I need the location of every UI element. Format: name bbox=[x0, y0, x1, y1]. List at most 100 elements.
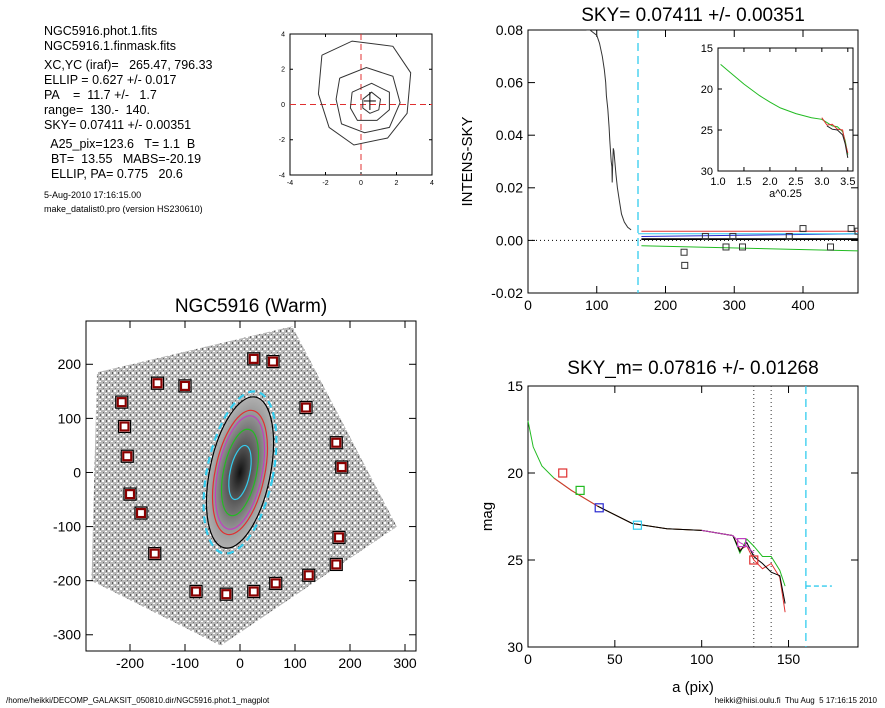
x-tick-label: 0 bbox=[524, 651, 532, 667]
x-tick-label: 1.5 bbox=[736, 176, 751, 188]
image-frame bbox=[85, 320, 417, 652]
x-tick-label: 100 bbox=[283, 655, 307, 671]
mask-square-inner bbox=[248, 586, 259, 597]
mag-marker-magenta bbox=[737, 537, 747, 548]
mask-square-inner bbox=[248, 353, 259, 364]
x-tick-label: 0 bbox=[524, 297, 532, 313]
contour-line bbox=[362, 91, 382, 114]
mask-square-inner bbox=[179, 380, 191, 392]
x-tick-label: 150 bbox=[777, 651, 801, 667]
x-tick-label: 1.0 bbox=[710, 176, 725, 188]
sky-axes: 0 100 200 300 400 -0.02 0.00 0.02 0.04 0.06 0.08 bbox=[491, 22, 859, 313]
x-tick-label: 0 bbox=[236, 655, 244, 671]
mag-data bbox=[527, 386, 832, 647]
x-tick-label: 0 bbox=[359, 180, 363, 187]
sky-title: SKY= 0.07411 +/- 0.00351 bbox=[581, 5, 805, 26]
mag-marker-green bbox=[575, 485, 585, 495]
contour-line bbox=[349, 82, 390, 121]
x-tick-label: 2.0 bbox=[762, 176, 777, 188]
sky-point bbox=[701, 232, 709, 240]
y-tick-label: 0.04 bbox=[496, 127, 523, 143]
x-tick-label: -2 bbox=[322, 180, 328, 187]
info-panel: NGC5916.phot.1.fits NGC5916.1.finmask.fit… bbox=[44, 24, 213, 216]
sky-point bbox=[854, 227, 858, 235]
field-notch bbox=[339, 553, 416, 651]
y-tick-label: 20 bbox=[701, 84, 713, 96]
sky-point bbox=[785, 232, 793, 240]
sky-inset-frame bbox=[717, 47, 854, 172]
mask-square-inner bbox=[270, 578, 281, 589]
sky-series-green bbox=[641, 245, 858, 252]
mag-xlabel: a (pix) bbox=[672, 679, 714, 696]
x-tick-label: -4 bbox=[287, 180, 293, 187]
sky-point bbox=[722, 243, 730, 251]
info-line: BT= 13.55 MABS=-20.19 bbox=[44, 152, 202, 166]
x-tick-label: -100 bbox=[171, 655, 199, 671]
galaxy-body bbox=[206, 396, 274, 549]
y-tick-label: 20 bbox=[507, 465, 523, 481]
mag-series-black bbox=[597, 505, 786, 604]
x-tick-label: -200 bbox=[116, 655, 144, 671]
footer-signature: heikki@hiisi.oulu.fi Thu Aug 5 17:16:15 … bbox=[714, 696, 877, 705]
mag-marker-red bbox=[558, 468, 568, 478]
info-line: NGC5916.phot.1.fits bbox=[44, 24, 158, 38]
mask-square-inner bbox=[190, 586, 202, 597]
isophote-cyan bbox=[202, 390, 278, 555]
y-tick-label: 30 bbox=[507, 639, 523, 655]
mag-marker-cyan bbox=[632, 520, 643, 530]
contour-line bbox=[317, 40, 412, 146]
mask-square-inner bbox=[303, 570, 314, 581]
x-tick-label: 50 bbox=[607, 651, 623, 667]
info-date: 5-Aug-2010 17:16:15.00 bbox=[44, 190, 142, 200]
info-line: XC,YC (iraf)= 265.47, 796.33 bbox=[44, 58, 213, 72]
y-tick-label: 15 bbox=[701, 43, 713, 55]
sky-ylabel: INTENS-SKY bbox=[459, 116, 476, 206]
y-tick-label: -200 bbox=[53, 573, 81, 589]
centre-contours bbox=[290, 34, 432, 175]
sky-point bbox=[729, 232, 737, 240]
y-tick-label: 0 bbox=[281, 102, 285, 109]
info-line: SKY= 0.07411 +/- 0.00351 bbox=[44, 118, 192, 132]
info-line: A25_pix=123.6 T= 1.1 B bbox=[44, 137, 196, 151]
mask-square-inner bbox=[333, 532, 345, 543]
mask-square-inner bbox=[267, 356, 279, 367]
inset-curve-black bbox=[826, 125, 849, 158]
sky-point bbox=[681, 261, 689, 269]
isophote-red bbox=[211, 409, 269, 536]
isophote-cyan bbox=[228, 444, 252, 501]
sky-point bbox=[799, 225, 807, 233]
info-program: make_datalist0.pro (version HS230610) bbox=[44, 204, 203, 214]
x-tick-label: 3.5 bbox=[840, 176, 855, 188]
mask-square-inner bbox=[116, 397, 127, 408]
y-tick-label: 2 bbox=[281, 67, 285, 74]
sky-profile-group bbox=[586, 30, 858, 269]
sky-frame bbox=[527, 29, 859, 294]
x-tick-label: 300 bbox=[393, 655, 417, 671]
mag-series-green bbox=[527, 420, 786, 587]
sky-profile-line bbox=[586, 30, 632, 231]
isophote-magenta bbox=[214, 415, 266, 530]
y-tick-label: 30 bbox=[701, 166, 713, 178]
mag-ylabel: mag bbox=[479, 502, 496, 531]
info-line: NGC5916.1.finmask.fits bbox=[44, 39, 176, 53]
mask-square-inner bbox=[221, 589, 232, 600]
y-tick-label: -300 bbox=[53, 627, 81, 643]
sky-inset-axes: 1.0 1.5 2.0 2.5 3.0 3.5 15 20 25 30 bbox=[701, 43, 856, 188]
sky-point bbox=[739, 243, 746, 251]
mag-marker-blue bbox=[594, 503, 604, 513]
mask-square-inner bbox=[331, 437, 342, 448]
y-tick-label: 100 bbox=[58, 410, 82, 426]
y-tick-label: 25 bbox=[507, 552, 523, 568]
sky-point bbox=[847, 225, 855, 233]
x-tick-label: 200 bbox=[338, 655, 362, 671]
y-tick-label: 0.06 bbox=[496, 75, 523, 91]
mask-square-inner bbox=[124, 489, 136, 500]
x-tick-label: 100 bbox=[585, 297, 609, 313]
mask-square-inner bbox=[331, 559, 342, 570]
x-tick-label: 400 bbox=[791, 297, 815, 313]
footer-path: /home/heikki/DECOMP_GALAKSIT_050810.dir/… bbox=[6, 696, 270, 705]
y-tick-label: -4 bbox=[279, 172, 285, 179]
mag-marker-red bbox=[749, 555, 759, 565]
isophote-black bbox=[205, 396, 275, 549]
